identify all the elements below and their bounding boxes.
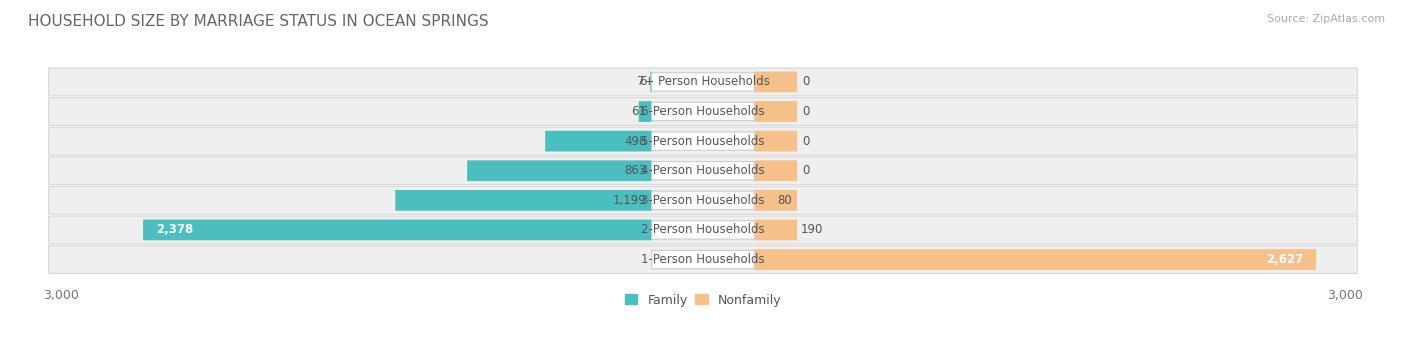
Text: 3-Person Households: 3-Person Households [641, 194, 765, 207]
FancyBboxPatch shape [755, 71, 797, 92]
Text: 0: 0 [803, 75, 810, 88]
Text: 2-Person Households: 2-Person Households [641, 223, 765, 236]
Text: 1-Person Households: 1-Person Households [641, 253, 765, 266]
FancyBboxPatch shape [755, 190, 797, 211]
FancyBboxPatch shape [395, 190, 651, 211]
FancyBboxPatch shape [49, 245, 1357, 273]
FancyBboxPatch shape [651, 250, 755, 269]
FancyBboxPatch shape [49, 186, 1357, 214]
Text: 863: 863 [624, 164, 647, 177]
Text: 190: 190 [800, 223, 823, 236]
Text: 7+ Person Households: 7+ Person Households [637, 75, 769, 88]
FancyBboxPatch shape [651, 162, 755, 180]
FancyBboxPatch shape [755, 160, 797, 181]
FancyBboxPatch shape [49, 127, 1357, 155]
Legend: Family, Nonfamily: Family, Nonfamily [620, 289, 786, 312]
FancyBboxPatch shape [755, 101, 797, 122]
FancyBboxPatch shape [467, 160, 651, 181]
Text: Source: ZipAtlas.com: Source: ZipAtlas.com [1267, 14, 1385, 23]
FancyBboxPatch shape [49, 98, 1357, 125]
Text: 2,378: 2,378 [156, 223, 193, 236]
Text: 61: 61 [631, 105, 647, 118]
FancyBboxPatch shape [546, 131, 651, 152]
FancyBboxPatch shape [755, 131, 797, 152]
Text: 1,199: 1,199 [613, 194, 647, 207]
FancyBboxPatch shape [143, 220, 651, 240]
Text: 498: 498 [624, 135, 647, 148]
FancyBboxPatch shape [651, 191, 755, 209]
Text: 6: 6 [638, 75, 647, 88]
Text: 0: 0 [803, 105, 810, 118]
Text: HOUSEHOLD SIZE BY MARRIAGE STATUS IN OCEAN SPRINGS: HOUSEHOLD SIZE BY MARRIAGE STATUS IN OCE… [28, 14, 489, 29]
Text: 80: 80 [776, 194, 792, 207]
Text: 0: 0 [803, 135, 810, 148]
FancyBboxPatch shape [49, 157, 1357, 185]
FancyBboxPatch shape [49, 68, 1357, 96]
Text: 2,627: 2,627 [1265, 253, 1303, 266]
Text: 6-Person Households: 6-Person Households [641, 105, 765, 118]
FancyBboxPatch shape [651, 221, 755, 239]
FancyBboxPatch shape [755, 220, 797, 240]
FancyBboxPatch shape [755, 249, 1316, 270]
Text: 0: 0 [803, 164, 810, 177]
FancyBboxPatch shape [49, 216, 1357, 244]
FancyBboxPatch shape [651, 132, 755, 150]
FancyBboxPatch shape [651, 73, 755, 91]
FancyBboxPatch shape [638, 101, 651, 122]
Text: 5-Person Households: 5-Person Households [641, 135, 765, 148]
FancyBboxPatch shape [651, 102, 755, 121]
Text: 4-Person Households: 4-Person Households [641, 164, 765, 177]
